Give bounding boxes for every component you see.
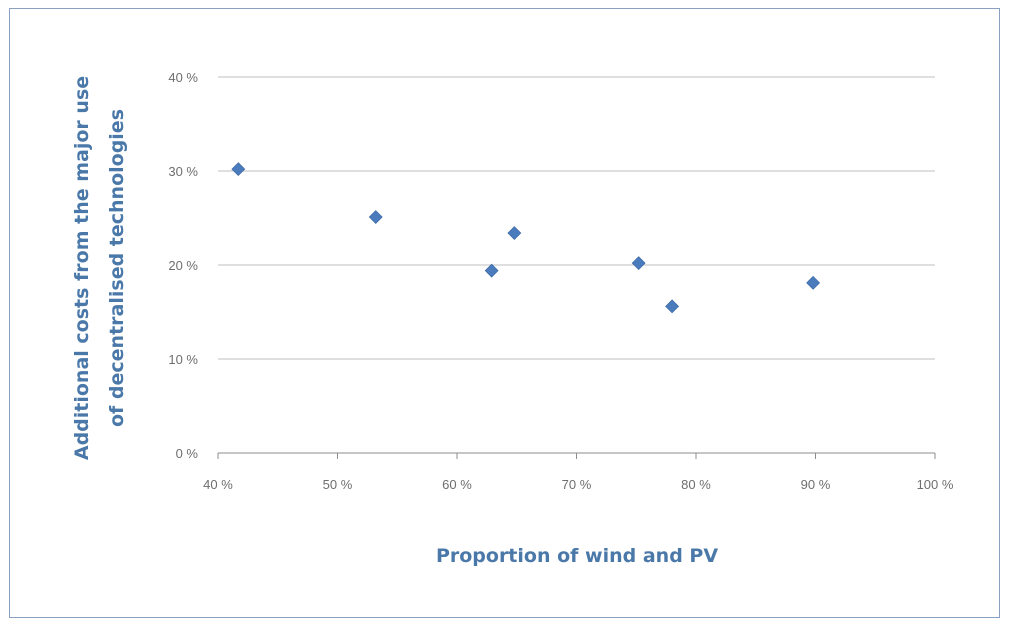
y-tick-label-0: 0 % bbox=[176, 446, 199, 461]
x-tick-label-4: 80 % bbox=[681, 477, 711, 492]
x-tick-labels: 40 % 50 % 60 % 70 % 80 % 90 % 100 % bbox=[203, 477, 954, 492]
data-point-5 bbox=[631, 256, 646, 271]
x-tick-label-2: 60 % bbox=[442, 477, 472, 492]
data-points bbox=[231, 162, 821, 314]
data-point-2 bbox=[368, 210, 383, 224]
data-point-3 bbox=[484, 263, 499, 278]
x-axis-title: Proportion of wind and PV bbox=[436, 545, 718, 567]
y-tick-label-3: 30 % bbox=[168, 164, 198, 179]
y-axis-title-line-1: Additional costs from the major use bbox=[71, 76, 93, 460]
y-tick-label-1: 10 % bbox=[168, 352, 198, 367]
data-point-1 bbox=[231, 162, 246, 177]
data-point-6 bbox=[665, 299, 680, 314]
data-point-4 bbox=[507, 226, 522, 240]
y-tick-label-2: 20 % bbox=[168, 258, 198, 273]
x-tick-label-5: 90 % bbox=[801, 477, 831, 492]
axes bbox=[217, 452, 936, 459]
x-tick-label-1: 50 % bbox=[323, 477, 353, 492]
gridlines bbox=[218, 76, 935, 360]
y-axis-title-line-2: of decentralised technologies bbox=[106, 109, 128, 427]
x-tick-label-0: 40 % bbox=[203, 477, 233, 492]
y-tick-label-4: 40 % bbox=[168, 70, 198, 85]
data-point-7 bbox=[806, 275, 821, 290]
chart-frame bbox=[9, 8, 1000, 618]
y-tick-labels: 0 % 10 % 20 % 30 % 40 % bbox=[168, 70, 198, 461]
x-tick-label-3: 70 % bbox=[562, 477, 592, 492]
x-tick-label-6: 100 % bbox=[917, 477, 954, 492]
